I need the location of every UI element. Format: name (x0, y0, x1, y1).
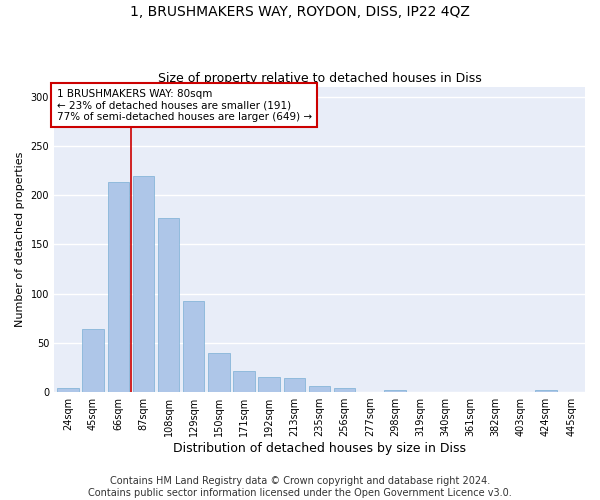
Bar (158, 218, 179, 392)
Text: 1 BRUSHMAKERS WAY: 80sqm
← 23% of detached houses are smaller (191)
77% of semi-: 1 BRUSHMAKERS WAY: 80sqm ← 23% of detach… (56, 88, 312, 122)
Bar (233, 372, 255, 392)
Bar (208, 352, 230, 392)
Bar (284, 378, 305, 392)
Bar (385, 390, 406, 392)
Bar (334, 388, 355, 392)
Text: Contains HM Land Registry data © Crown copyright and database right 2024.
Contai: Contains HM Land Registry data © Crown c… (88, 476, 512, 498)
Bar (82, 329, 104, 392)
Bar (535, 390, 557, 392)
Title: Size of property relative to detached houses in Diss: Size of property relative to detached ho… (158, 72, 481, 85)
Bar (309, 386, 330, 392)
Bar (57, 388, 79, 392)
Text: 1, BRUSHMAKERS WAY, ROYDON, DISS, IP22 4QZ: 1, BRUSHMAKERS WAY, ROYDON, DISS, IP22 4… (130, 5, 470, 19)
Bar (133, 176, 154, 392)
Bar (259, 378, 280, 392)
Bar (107, 182, 129, 392)
Y-axis label: Number of detached properties: Number of detached properties (15, 152, 25, 328)
X-axis label: Distribution of detached houses by size in Diss: Distribution of detached houses by size … (173, 442, 466, 455)
Bar (183, 300, 205, 392)
